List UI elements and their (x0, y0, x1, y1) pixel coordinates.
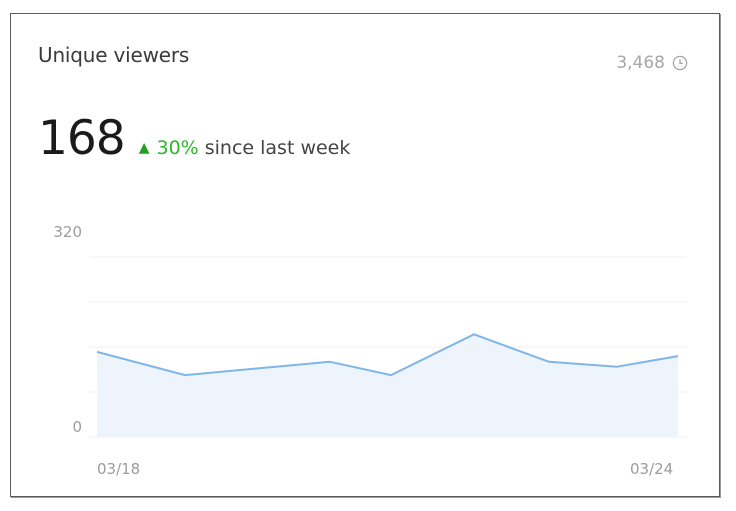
y-axis-max-label: 320 (53, 223, 82, 241)
delta-text: since last week (204, 137, 351, 159)
metric-value: 168 (38, 111, 126, 166)
metric-summary: 168 ▲ 30% since last week (38, 110, 350, 168)
total-viewers-value: 3,468 (616, 53, 665, 73)
chart-line (96, 333, 679, 377)
chart-area-fill (97, 334, 678, 437)
x-axis-start-label: 03/18 (97, 460, 141, 478)
clock-icon[interactable] (672, 55, 688, 71)
triangle-up-icon: ▲ (138, 140, 150, 156)
y-axis-min-label: 0 (72, 418, 82, 436)
x-axis-end-label: 03/24 (630, 460, 674, 478)
total-viewers: 3,468 (616, 53, 688, 73)
delta-indicator: ▲ 30% since last week (139, 137, 351, 159)
card-title: Unique viewers (38, 43, 190, 67)
delta-percent: 30% (156, 137, 199, 159)
